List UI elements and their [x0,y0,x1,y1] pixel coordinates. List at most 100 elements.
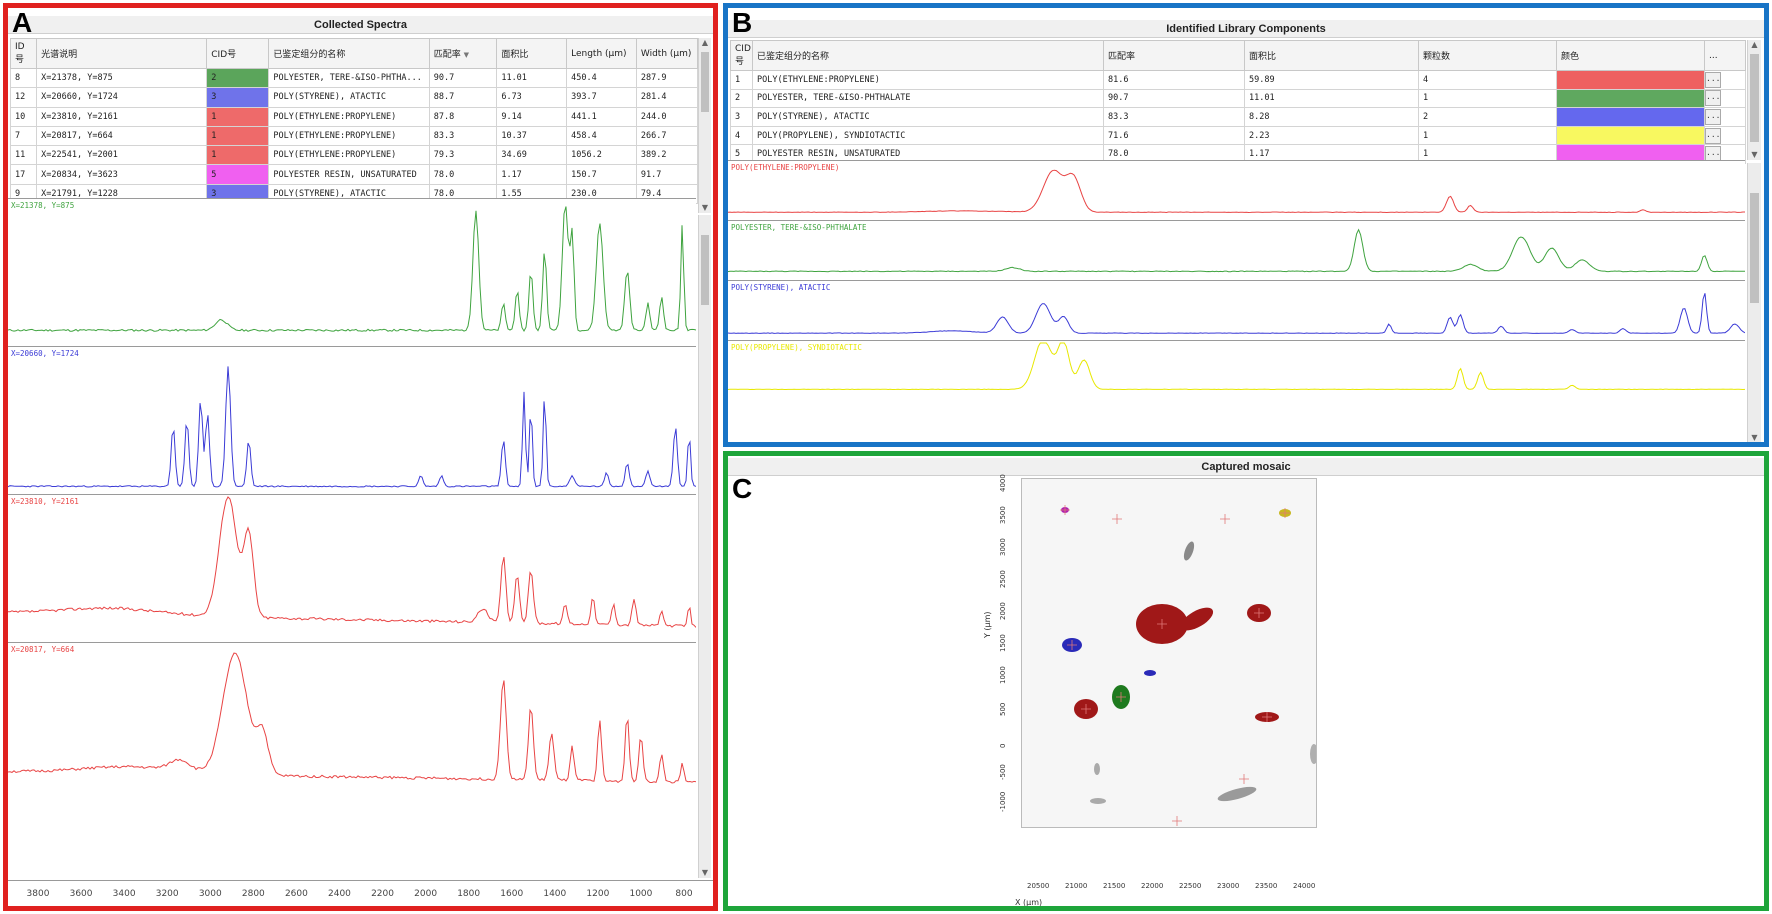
spectra-b-scrollbar[interactable]: ▼ [1747,163,1761,442]
spectrum-panel[interactable]: X=20660, Y=1724 [8,346,696,494]
spectrum-trace-svg [728,342,1745,391]
cell-cid: 3 [730,107,753,127]
color-picker-button[interactable]: ... [1705,108,1721,125]
spectrum-panel[interactable]: POLY(PROPYLENE), SYNDIOTACTIC [728,340,1745,396]
scroll-down-arrow-icon[interactable]: ▼ [701,203,709,212]
cell-cid: 2 [730,88,753,109]
panel-c: C Captured mosaic 4000 3500 3000 2500 2000 15… [723,451,1769,911]
table-b-scroll-thumb[interactable] [1750,54,1759,142]
spectrum-trace-svg [8,496,696,628]
table-row[interactable]: 2 POLYESTER, TERE-&ISO-PHTHALATE 90.7 11.01… [730,88,1746,109]
spectra-a-scrollbar[interactable]: ▼ [698,215,711,878]
cell-area: 10.37 [496,125,568,147]
y-tick-label: 500 [999,702,1007,716]
particle-marker-cross [1262,712,1272,722]
x-tick-label: 3000 [198,889,222,899]
col-header-desc[interactable]: 光谱说明 [36,38,208,69]
more-cell: ... [1704,144,1746,164]
col-header-color[interactable]: 颜色 [1556,40,1705,71]
col-header-name[interactable]: 已鉴定组分的名称 [752,40,1104,71]
particle-gray[interactable] [1216,784,1257,804]
spectrum-panel[interactable]: X=23810, Y=2161 [8,494,696,642]
col-header-cid[interactable]: CID号 [730,40,753,71]
mosaic-x-label: X (μm) [1015,898,1043,907]
spectra-b-scroll-thumb[interactable] [1750,193,1759,303]
mosaic-image [1021,478,1317,828]
table-row[interactable]: 8 X=21378, Y=875 2 POLYESTER, TERE-&ISO-PHT… [9,67,699,89]
scroll-up-arrow-icon[interactable]: ▲ [1751,40,1758,49]
particle-gray[interactable] [1094,763,1100,775]
table-row[interactable]: 5 POLYESTER RESIN, UNSATURATED 78.0 1.17 1..… [730,144,1746,164]
x-tick-label: 23500 [1255,882,1278,890]
col-header-match[interactable]: 匹配率 [1103,40,1245,71]
col-header-count[interactable]: 颗粒数 [1418,40,1557,71]
spectra-a-scroll-thumb[interactable] [701,235,709,305]
cell-count: 1 [1418,125,1557,146]
cell-length: 1056.2 [566,145,637,166]
col-header-cid[interactable]: CID号 [206,38,270,69]
col-header-more[interactable]: ... [1704,40,1746,71]
spectrum-panel[interactable]: POLYESTER, TERE-&ISO-PHTHALATE [728,220,1745,280]
color-swatch[interactable] [1556,144,1705,164]
color-picker-button[interactable]: ... [1705,90,1721,107]
particle-marker-cross [1081,704,1091,714]
spectrum-line [8,366,696,488]
spectrum-panel[interactable]: POLY(ETHYLENE:PROPYLENE) [728,160,1745,220]
spectrum-panel[interactable]: POLY(STYRENE), ATACTIC [728,280,1745,340]
table-row[interactable]: 11 X=22541, Y=2001 1 POLY(ETHYLENE:PROPYLEN… [9,145,699,166]
cell-width: 266.7 [635,125,699,147]
color-picker-button[interactable]: ... [1705,71,1721,88]
scroll-down-arrow-icon[interactable]: ▼ [1751,150,1758,159]
cell-id: 10 [9,106,38,127]
more-cell: ... [1704,107,1746,127]
x-tick-label: 1200 [586,889,610,899]
y-tick-label: -1000 [999,791,1007,812]
table-row[interactable]: 10 X=23810, Y=2161 1 POLY(ETHYLENE:PROPYLEN… [9,106,699,127]
col-header-area[interactable]: 面积比 [1244,40,1419,71]
cell-cid: 1 [206,145,270,166]
cell-id: 11 [9,145,38,166]
color-swatch[interactable] [1556,70,1705,90]
particle-blue[interactable] [1144,670,1156,676]
color-swatch[interactable] [1556,88,1705,109]
spectrum-panel[interactable]: X=21378, Y=875 [8,198,696,346]
col-header-id[interactable]: ID号 [9,38,38,69]
scroll-down-arrow-icon[interactable]: ▼ [701,868,709,877]
cell-name: POLY(STYRENE), ATACTIC [752,107,1104,127]
cell-name: POLY(ETHYLENE:PROPYLENE) [268,145,430,166]
cell-desc: X=22541, Y=2001 [36,145,208,166]
spectrum-line [728,228,1745,273]
color-swatch[interactable] [1556,125,1705,146]
color-picker-button[interactable]: ... [1705,127,1721,144]
col-header-area[interactable]: 面积比 [496,38,568,69]
col-header-width[interactable]: Width (μm) [635,38,699,69]
table-a-scrollbar[interactable]: ▲ ▼ [698,38,711,213]
table-a-scroll-thumb[interactable] [701,52,709,112]
col-header-match[interactable]: 匹配率 ▼ [428,38,498,69]
y-tick-label: 3000 [999,538,1007,556]
particle-gray[interactable] [1310,744,1317,764]
x-tick-label: 23000 [1217,882,1240,890]
spectrum-panel[interactable]: X=20817, Y=664 [8,642,696,790]
color-swatch[interactable] [1556,107,1705,127]
particle-gray[interactable] [1090,798,1106,804]
table-b-scrollbar[interactable]: ▲ ▼ [1747,40,1761,160]
scroll-down-arrow-icon[interactable]: ▼ [1751,433,1758,442]
particle-marker-cross [1060,505,1070,515]
particle-red-arm[interactable] [1177,603,1216,635]
cell-desc: X=21378, Y=875 [36,67,208,89]
table-row[interactable]: 17 X=20834, Y=3623 5 POLYESTER RESIN, UNSAT… [9,164,699,185]
x-tick-label: 1400 [543,889,567,899]
col-header-length[interactable]: Length (μm) [566,38,637,69]
particle-gray[interactable] [1182,540,1196,562]
mosaic-plot[interactable]: 4000 3500 3000 2500 2000 1500 1000 500 0 -500 -100… [983,474,1333,907]
more-cell: ... [1704,88,1746,109]
scroll-up-arrow-icon[interactable]: ▲ [701,38,709,47]
table-row[interactable]: 3 POLY(STYRENE), ATACTIC 83.3 8.28 2... [730,107,1746,127]
col-header-name[interactable]: 已鉴定组分的名称 [268,38,430,69]
table-row[interactable]: 12 X=20660, Y=1724 3 POLY(STYRENE), ATACTIC… [9,87,699,108]
table-row[interactable]: 4 POLY(PROPYLENE), SYNDIOTACTIC 71.6 2.23 1.… [730,125,1746,146]
table-row[interactable]: 1 POLY(ETHYLENE:PROPYLENE) 81.6 59.89 4... [730,70,1746,90]
x-tick-label: 22500 [1179,882,1202,890]
table-row[interactable]: 7 X=20817, Y=664 1 POLY(ETHYLENE:PROPYLENE)… [9,125,699,147]
